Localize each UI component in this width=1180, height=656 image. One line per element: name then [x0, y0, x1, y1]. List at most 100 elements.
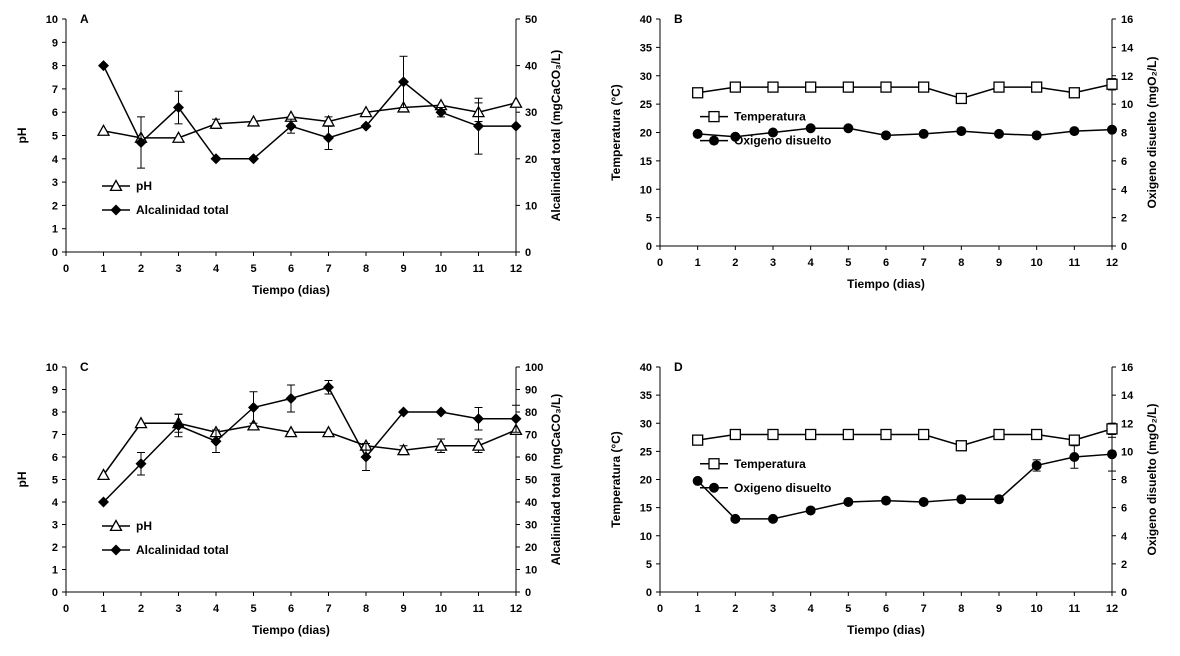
x-tick-label: 0	[63, 263, 69, 275]
right-tick-label: 0	[1121, 587, 1127, 599]
x-tick-label: 1	[100, 263, 106, 275]
data-point	[729, 81, 741, 93]
legend-label: Alcalinidad total	[136, 203, 229, 217]
legend-label: pH	[136, 519, 152, 533]
left-tick-label: 3	[52, 520, 58, 532]
left-tick-label: 8	[52, 61, 58, 73]
legend-label: Temperatura	[734, 110, 806, 124]
x-tick-label: 11	[473, 263, 485, 275]
x-tick-label: 4	[808, 603, 815, 615]
data-point	[1106, 78, 1118, 90]
data-point	[1106, 423, 1118, 435]
data-point	[842, 81, 854, 93]
left-tick-label: 35	[640, 42, 652, 54]
left-tick-label: 9	[52, 385, 58, 397]
x-tick-label: 10	[1031, 257, 1043, 269]
left-tick-label: 0	[52, 247, 58, 259]
left-tick-label: 5	[646, 213, 652, 225]
x-tick-label: 9	[400, 263, 406, 275]
x-axis-label: Tiempo (dias)	[252, 283, 330, 297]
right-tick-label: 2	[1121, 213, 1127, 225]
x-tick-label: 11	[1069, 257, 1081, 269]
left-tick-label: 4	[52, 154, 59, 166]
legend-marker	[709, 482, 719, 493]
left-tick-label: 15	[640, 503, 652, 515]
data-point	[1068, 87, 1080, 99]
x-tick-label: 12	[1106, 257, 1118, 269]
x-axis-label: Tiempo (dias)	[847, 623, 925, 637]
data-point	[398, 406, 409, 418]
left-tick-label: 0	[52, 587, 58, 599]
x-tick-label: 11	[1069, 603, 1081, 615]
series-line	[102, 386, 516, 503]
data-point	[955, 92, 967, 105]
data-point	[323, 381, 334, 393]
right-tick-label: 0	[525, 247, 531, 259]
data-point	[1107, 449, 1117, 460]
left-tick-label: 6	[52, 107, 58, 119]
data-point	[843, 497, 854, 507]
x-tick-label: 7	[325, 603, 331, 615]
left-tick-label: 7	[52, 430, 58, 442]
data-point	[473, 120, 484, 132]
x-tick-label: 4	[808, 257, 815, 269]
left-tick-label: 0	[646, 587, 652, 599]
x-tick-label: 4	[213, 603, 220, 615]
data-point	[321, 425, 336, 438]
x-tick-label: 6	[883, 257, 889, 269]
x-tick-label: 10	[435, 263, 447, 275]
data-point	[134, 416, 148, 429]
right-tick-label: 10	[1121, 99, 1133, 111]
x-tick-label: 8	[363, 603, 369, 615]
right-tick-label: 10	[525, 565, 537, 577]
left-tick-label: 2	[52, 542, 58, 554]
x-tick-label: 12	[510, 603, 522, 615]
data-point	[171, 130, 186, 143]
data-point	[692, 87, 704, 99]
data-point	[173, 420, 184, 431]
left-tick-label: 10	[640, 531, 652, 543]
data-point	[918, 497, 929, 507]
x-tick-label: 0	[657, 257, 663, 269]
data-point	[135, 458, 147, 470]
right-tick-label: 14	[1121, 390, 1134, 402]
data-point	[471, 438, 486, 451]
series-line	[697, 83, 1113, 100]
data-point	[509, 96, 523, 108]
right-tick-label: 6	[1121, 503, 1127, 515]
data-point	[881, 130, 891, 141]
series-line	[697, 453, 1113, 520]
data-point	[729, 428, 741, 441]
data-point	[96, 468, 111, 481]
x-tick-label: 2	[732, 257, 738, 269]
data-point	[768, 127, 778, 138]
legend-marker	[708, 110, 720, 123]
data-point	[767, 81, 779, 93]
x-tick-label: 4	[213, 263, 220, 275]
data-point	[692, 128, 703, 139]
series-line	[102, 65, 516, 160]
legend-marker	[110, 544, 122, 556]
x-tick-label: 1	[695, 603, 701, 615]
left-tick-label: 10	[640, 184, 652, 196]
x-tick-label: 10	[1031, 603, 1043, 615]
data-point	[435, 106, 447, 118]
legend-marker	[708, 458, 720, 470]
right-tick-label: 50	[525, 14, 537, 26]
legend-label: pH	[136, 179, 152, 193]
data-point	[1031, 460, 1042, 471]
legend-label: Temperatura	[734, 457, 806, 471]
x-axis-label: Tiempo (dias)	[252, 623, 330, 637]
left-axis-label: pH	[15, 128, 29, 144]
x-tick-label: 7	[921, 603, 927, 615]
right-tick-label: 8	[1121, 475, 1127, 487]
x-axis-label: Tiempo (dias)	[847, 277, 925, 291]
left-tick-label: 15	[640, 156, 652, 168]
x-tick-label: 3	[175, 603, 181, 615]
data-point	[768, 513, 778, 524]
left-tick-label: 20	[640, 475, 652, 487]
legend-marker	[109, 179, 123, 192]
data-point	[993, 428, 1005, 441]
